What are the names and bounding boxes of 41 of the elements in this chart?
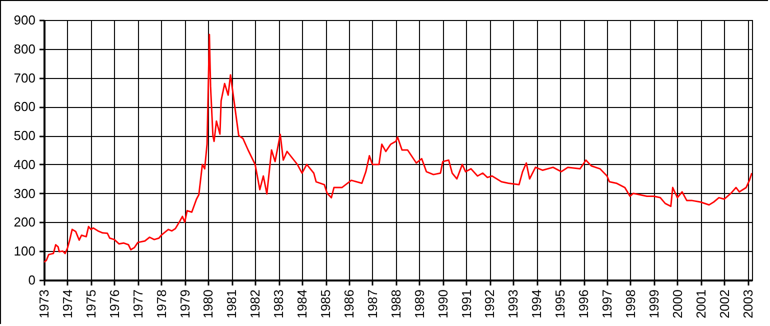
y-tick-label: 200 [14, 214, 36, 230]
x-tick-label: 1996 [576, 290, 592, 318]
x-tick-label: 1976 [106, 290, 122, 318]
x-tick-label: 1984 [294, 290, 310, 318]
x-tick-label: 1978 [154, 290, 169, 318]
x-tick-label: 2001 [693, 290, 708, 318]
x-tick-label: 1985 [318, 290, 334, 318]
x-tick-label: 1977 [130, 290, 146, 318]
y-tick-label: 900 [14, 12, 36, 28]
x-tick-label: 1988 [388, 290, 404, 318]
x-tick-label: 1981 [224, 290, 240, 318]
x-tick-label: 1986 [341, 290, 356, 318]
x-tick-label: 2000 [670, 290, 685, 318]
x-tick-label: 2003 [740, 290, 756, 318]
y-tick-label: 0 [28, 272, 36, 288]
x-tick-label: 1992 [482, 290, 498, 318]
y-tick-label: 500 [14, 128, 36, 144]
x-tick-label: 2002 [716, 290, 732, 318]
x-tick-label: 1987 [364, 290, 380, 318]
x-tick-label: 1979 [177, 290, 192, 318]
x-tick-label: 1994 [529, 290, 544, 318]
y-tick-label: 600 [14, 99, 36, 114]
x-tick-label: 1983 [271, 290, 286, 318]
x-tick-label: 1989 [412, 290, 427, 318]
x-tick-label: 1975 [83, 290, 98, 318]
x-tick-label: 1995 [552, 290, 568, 318]
x-tick-label: 1982 [248, 290, 263, 318]
x-tick-label: 1980 [200, 290, 216, 318]
x-tick-label: 1990 [435, 290, 450, 318]
x-tick-label: 1999 [646, 290, 662, 318]
x-tick-label: 1993 [506, 290, 521, 318]
x-tick-label: 1974 [60, 290, 75, 318]
y-tick-label: 800 [14, 41, 36, 56]
y-tick-label: 400 [14, 156, 36, 172]
y-tick-label: 300 [14, 186, 36, 201]
x-tick-label: 1973 [36, 290, 52, 318]
x-tick-label: 1991 [458, 290, 474, 318]
y-tick-label: 100 [14, 244, 36, 259]
y-tick-label: 700 [14, 70, 36, 86]
x-tick-label: 1997 [600, 290, 615, 318]
x-tick-label: 1998 [622, 290, 638, 318]
